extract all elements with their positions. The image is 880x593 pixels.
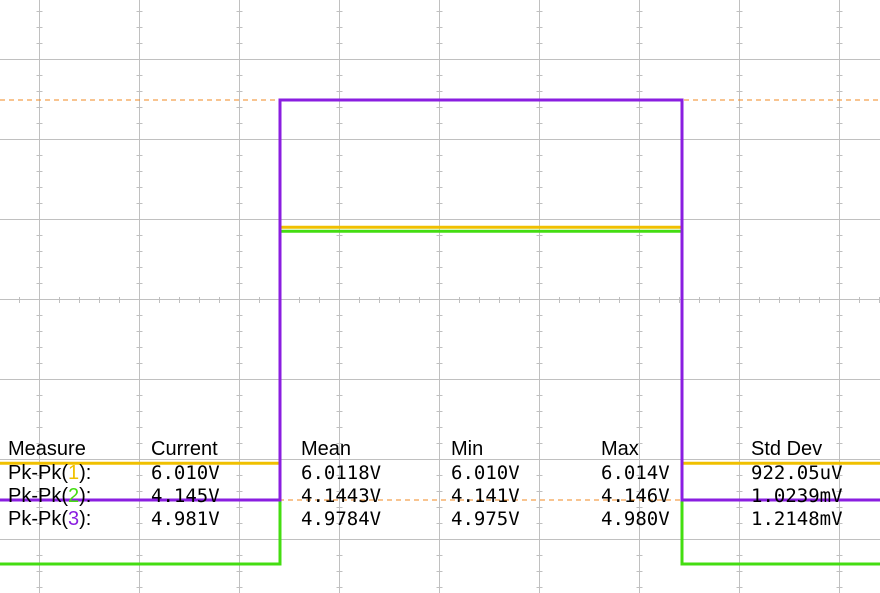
ch3-trace [0,98,880,502]
waveform-traces [0,98,880,566]
